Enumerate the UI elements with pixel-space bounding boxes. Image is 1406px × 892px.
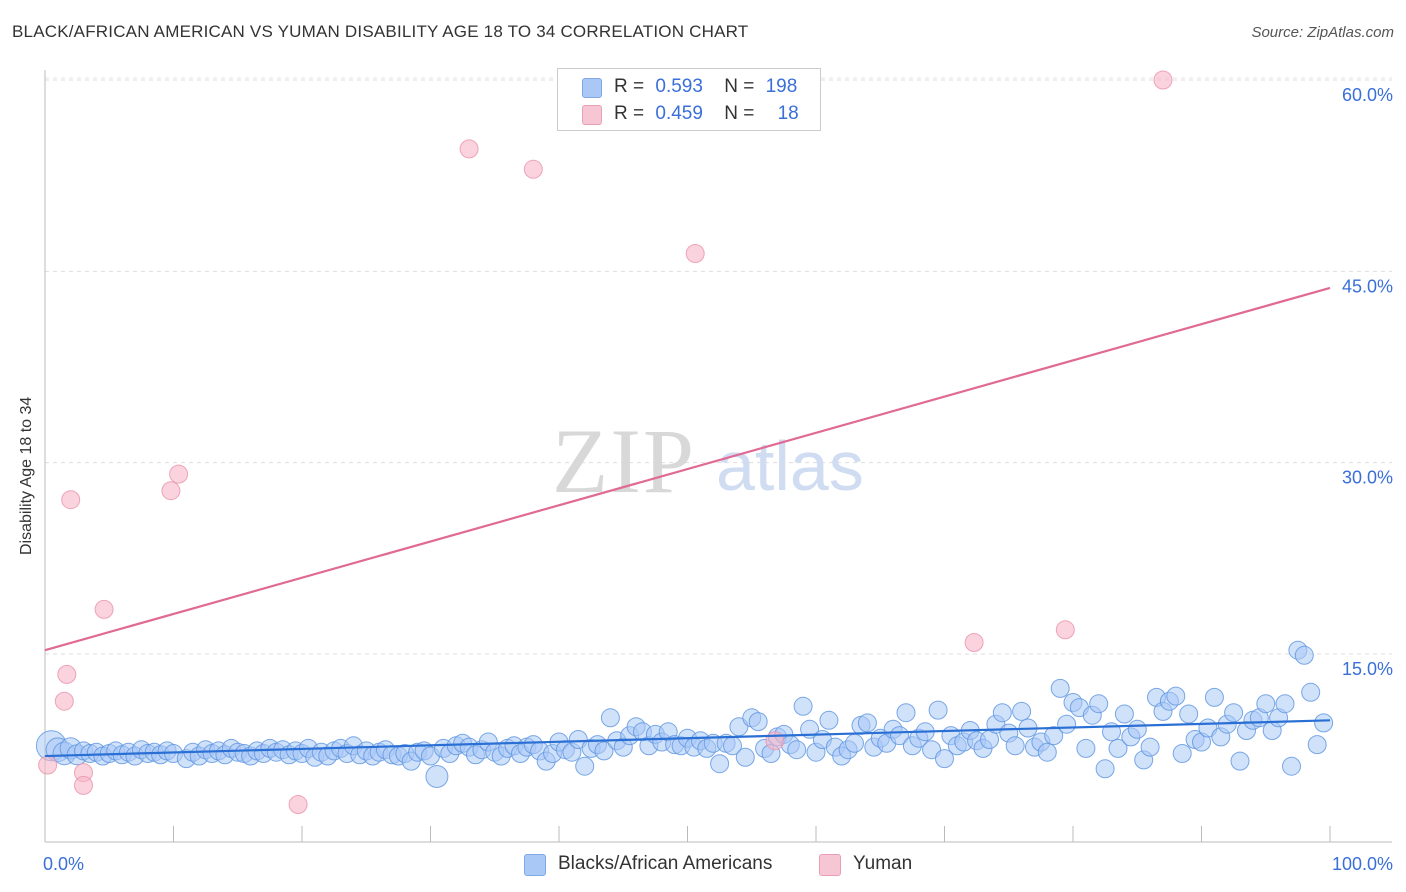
point-blacks-160	[1076, 738, 1096, 758]
point-yuman-2	[57, 664, 77, 684]
point-blacks-126	[857, 713, 877, 733]
point-yuman-15	[1055, 620, 1075, 640]
point-blacks-155	[1044, 726, 1064, 746]
point-blacks-168	[1127, 719, 1147, 739]
legend-r-value: 0.459	[655, 103, 703, 124]
point-blacks-124	[845, 733, 864, 753]
point-blacks-137	[928, 700, 948, 720]
point-blacks-174	[1166, 686, 1186, 706]
bottom-legend-label-blacks: Blacks/African Americans	[558, 853, 773, 874]
point-yuman-16	[1153, 70, 1173, 90]
point-blacks-115	[787, 740, 807, 760]
point-blacks-154	[1037, 742, 1057, 762]
bottom-legend-swatch-blacks	[524, 854, 546, 876]
point-yuman-0	[38, 755, 58, 775]
legend-swatch-blacks	[582, 78, 602, 98]
series-yuman-points	[38, 70, 1173, 814]
y-axis-label: Disability Age 18 to 34	[18, 396, 35, 555]
point-yuman-3	[61, 490, 81, 510]
point-blacks-188	[1256, 694, 1276, 714]
series-blacks-points	[35, 640, 1334, 788]
point-blacks-197	[1314, 713, 1334, 733]
trend-line-yuman	[44, 286, 1331, 652]
legend-r-label: R =	[614, 103, 645, 124]
point-blacks-86	[600, 708, 620, 728]
point-blacks-85	[594, 741, 614, 761]
point-yuman-6	[94, 599, 114, 619]
legend-n-value: 18	[777, 103, 799, 124]
point-blacks-103	[710, 754, 730, 774]
point-blacks-156	[1050, 678, 1070, 698]
point-blacks-157	[1057, 714, 1077, 734]
point-yuman-13	[765, 731, 785, 751]
y-tick-label-0: 15.0%	[1342, 659, 1393, 679]
point-blacks-59	[425, 765, 449, 788]
point-blacks-150	[1012, 701, 1032, 721]
point-blacks-196	[1307, 735, 1327, 755]
point-blacks-149	[1005, 736, 1025, 756]
point-blacks-165	[1108, 738, 1128, 758]
point-yuman-7	[161, 481, 181, 501]
y-tick-label-2: 45.0%	[1342, 276, 1393, 296]
point-blacks-175	[1172, 744, 1192, 763]
point-yuman-14	[964, 633, 984, 652]
point-yuman-11	[523, 159, 543, 179]
point-yuman-8	[169, 464, 189, 484]
watermark-zip: ZIP	[552, 410, 696, 512]
watermark-atlas: atlas	[716, 427, 864, 505]
point-yuman-1	[54, 691, 74, 711]
point-blacks-194	[1294, 645, 1314, 665]
legend-swatch-yuman	[582, 105, 602, 125]
point-blacks-162	[1089, 694, 1109, 714]
point-blacks-166	[1114, 704, 1134, 724]
chart-title: BLACK/AFRICAN AMERICAN VS YUMAN DISABILI…	[12, 22, 749, 41]
point-yuman-10	[459, 139, 479, 159]
y-tick-label-3: 60.0%	[1342, 85, 1393, 105]
y-tick-label-1: 30.0%	[1342, 468, 1393, 488]
stats-legend: R = 0.593 N = 198 R = 0.459 N = 18	[557, 68, 821, 131]
trend-line-blacks	[44, 719, 1331, 758]
point-blacks-82	[575, 756, 595, 776]
point-blacks-147	[992, 703, 1012, 723]
point-blacks-176	[1179, 704, 1199, 724]
bottom-legend-label-yuman: Yuman	[853, 853, 913, 874]
point-blacks-138	[935, 749, 954, 769]
point-blacks-195	[1301, 682, 1321, 702]
legend-r-value: 0.593	[655, 76, 703, 97]
point-blacks-109	[748, 712, 768, 732]
legend-n-value: 198	[765, 76, 798, 97]
point-blacks-192	[1282, 756, 1301, 776]
point-blacks-132	[896, 703, 916, 723]
point-blacks-183	[1224, 703, 1244, 723]
point-blacks-191	[1275, 694, 1295, 714]
trend-lines	[44, 286, 1331, 758]
legend-n-label: N =	[724, 103, 755, 124]
point-yuman-5	[74, 775, 93, 795]
point-blacks-170	[1140, 737, 1160, 757]
legend-n-label: N =	[724, 76, 755, 97]
point-blacks-184	[1230, 751, 1250, 771]
source-credit: Source: ZipAtlas.com	[1251, 24, 1394, 41]
point-yuman-9	[288, 795, 308, 814]
x-tick-label-1: 100.0%	[1332, 854, 1393, 874]
point-blacks-180	[1204, 687, 1224, 707]
bottom-legend-swatch-yuman	[819, 854, 841, 876]
legend-r-label: R =	[614, 76, 645, 97]
watermark: ZIP atlas	[552, 410, 864, 512]
x-tick-label-0: 0.0%	[43, 854, 84, 874]
grid-lines	[45, 77, 1392, 655]
point-blacks-107	[735, 747, 755, 767]
point-blacks-163	[1095, 759, 1115, 779]
point-blacks-116	[793, 696, 813, 716]
point-blacks-120	[819, 710, 839, 730]
tick-labels: 15.0% 30.0% 45.0% 60.0% 0.0% 100.0%	[43, 85, 1393, 874]
point-yuman-12	[685, 244, 705, 263]
axes	[44, 70, 1392, 843]
